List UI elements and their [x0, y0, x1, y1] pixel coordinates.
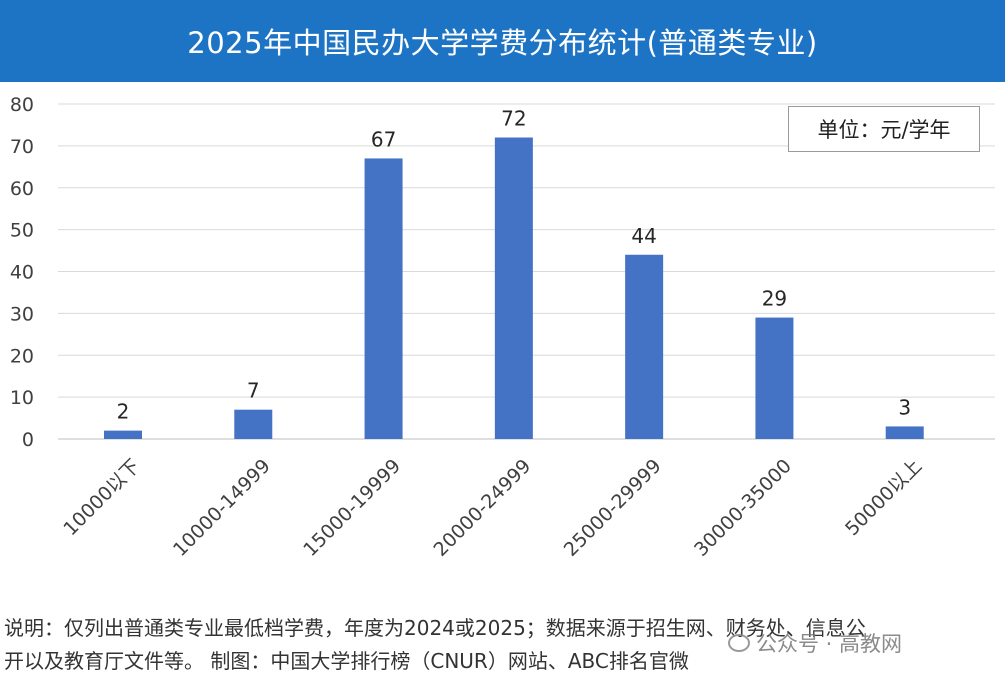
unit-label-box: 单位：元/学年	[788, 106, 980, 152]
data-label: 67	[371, 127, 396, 151]
y-tick-label: 30	[10, 303, 34, 325]
watermark: 公众号 · 高教网	[728, 628, 902, 658]
bar	[885, 426, 924, 439]
y-tick-label: 80	[10, 94, 34, 116]
bar-chart: 0 10 20 30 40 50 60 70 80 2 10000以下 7 10000-14999 67 1…	[10, 94, 995, 561]
y-tick-label: 10	[10, 387, 34, 409]
x-tick-label: 15000-19999	[299, 455, 405, 561]
y-tick-label: 20	[10, 345, 34, 367]
y-tick-label: 0	[22, 429, 34, 451]
y-tick-label: 70	[10, 136, 34, 158]
bar	[104, 430, 142, 439]
x-tick-label: 10000以下	[59, 455, 144, 540]
x-tick-label: 50000以上	[841, 455, 926, 540]
data-label: 44	[631, 224, 656, 248]
title-banner: 2025年中国民办大学学费分布统计(普通类专业)	[0, 0, 1005, 82]
chart-title: 2025年中国民办大学学费分布统计(普通类专业)	[187, 26, 818, 60]
wechat-icon	[728, 634, 750, 652]
data-label: 7	[247, 379, 260, 403]
x-tick-label: 20000-24999	[430, 455, 536, 561]
bar	[364, 158, 403, 439]
data-label: 3	[898, 395, 911, 419]
data-label: 2	[117, 400, 130, 424]
footnote-line-1: 说明：仅列出普通类专业最低档学费，年度为2024或2025；数据来源于招生网、财…	[4, 616, 866, 640]
footnote: 说明：仅列出普通类专业最低档学费，年度为2024或2025；数据来源于招生网、财…	[4, 612, 1004, 678]
x-tick-label: 10000-14999	[169, 455, 275, 561]
y-tick-label: 50	[10, 220, 34, 242]
y-tick-label: 60	[10, 178, 34, 200]
bar	[625, 254, 664, 439]
x-tick-label: 25000-29999	[560, 455, 666, 561]
watermark-text: 公众号 · 高教网	[756, 632, 903, 656]
bar	[234, 409, 273, 439]
y-tick-label: 40	[10, 262, 34, 284]
data-label: 72	[501, 107, 526, 131]
footnote-line-2: 开以及教育厅文件等。 制图：中国大学排行榜（CNUR）网站、ABC排名官微	[4, 649, 689, 673]
data-label: 29	[762, 287, 787, 311]
unit-label: 单位：元/学年	[817, 118, 951, 142]
x-tick-label: 30000-35000	[690, 455, 796, 561]
bar	[755, 317, 794, 439]
bar	[494, 137, 533, 439]
